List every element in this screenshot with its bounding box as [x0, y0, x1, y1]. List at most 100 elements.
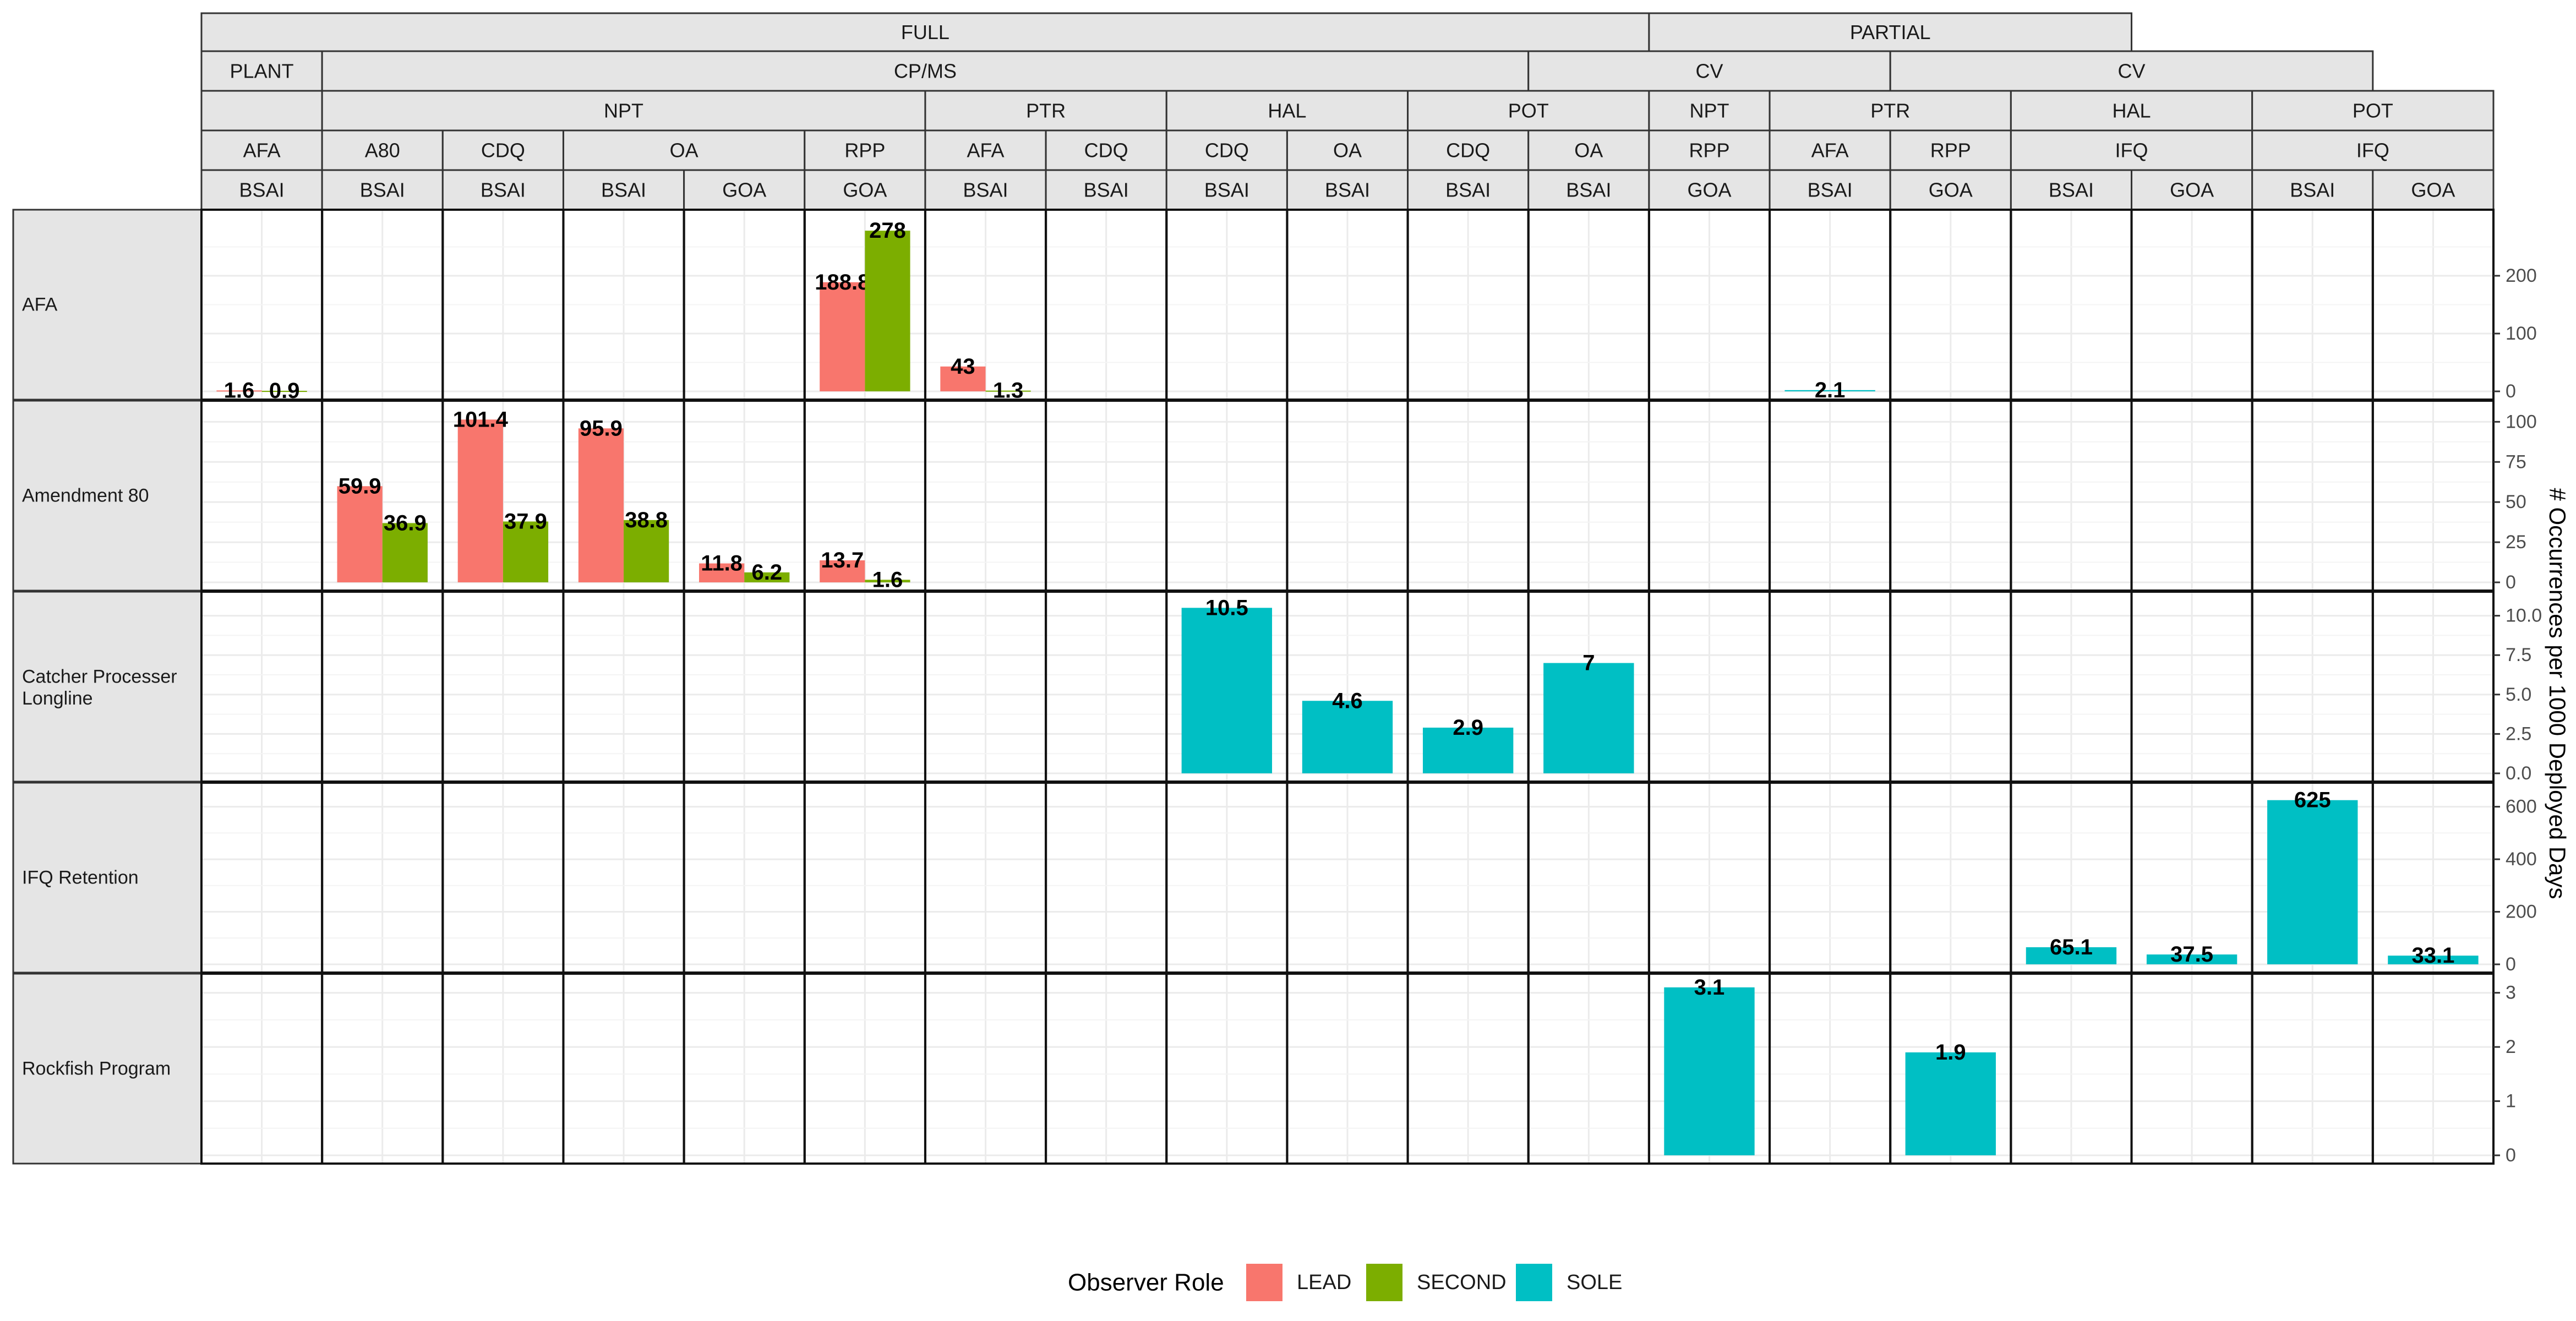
column-strip-1	[200, 12, 1650, 52]
row-strip-label-line: Catcher Processer	[22, 667, 177, 687]
bar-lead	[820, 282, 865, 391]
column-strip-4	[924, 129, 1047, 171]
bar-data-label: 10.5	[1205, 596, 1248, 620]
row-strip	[12, 973, 203, 1165]
bar-sole	[1422, 727, 1514, 773]
bar-data-label: 2.9	[1453, 716, 1483, 740]
row-strip-headers: AFA Amendment 80 Catcher Processer Longline…	[12, 209, 203, 1165]
legend-swatch-lead	[1246, 1264, 1282, 1301]
row-strip	[12, 782, 203, 974]
column-strip-label: GOA	[1687, 179, 1731, 201]
column-strip-label: CV	[2118, 60, 2146, 83]
column-strip-5	[924, 169, 1047, 211]
column-strip-4	[1286, 129, 1409, 171]
y-tick-label: 200	[2506, 902, 2537, 922]
bar-data-label: 188.8	[815, 270, 870, 294]
column-strip-4	[1045, 129, 1167, 171]
column-strip-label: RPP	[844, 139, 885, 162]
row-strip-label: Catcher Processer Longline	[22, 667, 177, 709]
column-strip-4	[562, 129, 806, 171]
column-strip-label: BSAI	[360, 179, 405, 201]
bar-data-label: 1.9	[1935, 1040, 1966, 1065]
column-strip-label: GOA	[722, 179, 766, 201]
bar-lead	[578, 428, 624, 582]
y-tick-label: 2.5	[2506, 723, 2531, 744]
column-strip-label: BSAI	[1445, 179, 1491, 201]
column-strip-label: PTR	[1870, 100, 1910, 122]
column-strip-label: IFQ	[2356, 139, 2389, 162]
bar-sole	[1664, 987, 1755, 1155]
y-tick-label: 1	[2506, 1091, 2516, 1112]
column-strip-label: PLANT	[230, 60, 294, 83]
column-strip-label: OA	[670, 139, 698, 162]
bar-second	[985, 390, 1031, 392]
column-strip-3	[1769, 90, 2012, 132]
y-tick-label: 100	[2506, 411, 2537, 432]
bar-sole	[2026, 947, 2117, 964]
column-strip-label: BSAI	[963, 179, 1008, 201]
y-tick-label: 2	[2506, 1036, 2516, 1057]
column-strip-headers: FULL PARTIAL PLANT CP/MS CV CV NPT PTR HAL POT NPT…	[200, 12, 2495, 211]
bar-data-label: 101.4	[453, 407, 509, 432]
column-strip-label: CDQ	[1205, 139, 1249, 162]
bar-sole	[2267, 800, 2358, 964]
y-tick-label: 0	[2506, 1145, 2516, 1166]
bar-second	[865, 231, 910, 391]
column-strip-label: PARTIAL	[1850, 21, 1931, 43]
y-tick-label: 5.0	[2506, 684, 2531, 705]
column-strip-label: POT	[1508, 100, 1549, 122]
bar-sole	[1905, 1052, 1996, 1155]
column-strip-label: BSAI	[2049, 179, 2094, 201]
bar-second	[744, 572, 790, 582]
column-strip-4	[1889, 129, 2012, 171]
y-tick-label: 50	[2506, 492, 2526, 512]
bar-sole	[1784, 390, 1875, 391]
column-strip-label: GOA	[2411, 179, 2455, 201]
legend-label: LEAD	[1297, 1271, 1351, 1294]
legend-swatch-second	[1366, 1264, 1402, 1301]
legend: Observer Role LEAD SECOND SOLE	[1068, 1264, 1622, 1301]
bar-data-label: 33.1	[2411, 943, 2454, 968]
y-axis-label: # Occurrences per 1000 Deployed Days	[2545, 488, 2570, 899]
column-strip-4	[1769, 129, 1891, 171]
column-strip-label: OA	[1574, 139, 1603, 162]
column-strip-label: BSAI	[239, 179, 285, 201]
column-strip-label: BSAI	[1084, 179, 1129, 201]
row-strip	[12, 209, 203, 401]
column-strip-4	[804, 129, 926, 171]
column-strip-1	[1648, 12, 2133, 52]
bar-data-label: 11.8	[701, 552, 743, 576]
column-strip-label: CV	[1695, 60, 1723, 83]
legend-swatch-sole	[1516, 1264, 1552, 1301]
bar-data-label: 7	[1582, 651, 1595, 675]
bar-data-label: 1.6	[872, 567, 903, 592]
column-strip-label: CDQ	[481, 139, 525, 162]
column-strip-4	[2251, 129, 2495, 171]
row-strip-label-line: Longline	[22, 688, 93, 709]
y-tick-label: 400	[2506, 849, 2537, 870]
row-strip-label: AFA	[22, 294, 58, 315]
bar-data-label: 1.6	[224, 378, 255, 402]
legend-title: Observer Role	[1068, 1269, 1224, 1296]
bar-data-label: 13.7	[821, 548, 864, 572]
bar-data-label: 37.9	[504, 509, 547, 533]
column-strip-label: BSAI	[601, 179, 646, 201]
row-strip-label: Rockfish Program	[22, 1058, 171, 1079]
column-strip-label: PTR	[1026, 100, 1066, 122]
bar-second	[261, 391, 307, 392]
column-strip-5	[2131, 169, 2253, 211]
column-strip-5	[200, 169, 323, 211]
column-strip-label: IFQ	[2115, 139, 2148, 162]
bar-sole	[1543, 663, 1634, 773]
column-strip-4	[2010, 129, 2253, 171]
column-strip-label: BSAI	[481, 179, 526, 201]
bar-second	[624, 520, 669, 582]
column-strip-2	[1889, 50, 2374, 92]
row-strip	[12, 400, 203, 592]
y-tick-label: 0	[2506, 954, 2516, 975]
bar-data-label: 43	[951, 354, 975, 379]
column-strip-label: AFA	[1811, 139, 1849, 162]
column-strip-label: AFA	[967, 139, 1005, 162]
column-strip-5	[2010, 169, 2133, 211]
column-strip-label: FULL	[901, 21, 949, 43]
